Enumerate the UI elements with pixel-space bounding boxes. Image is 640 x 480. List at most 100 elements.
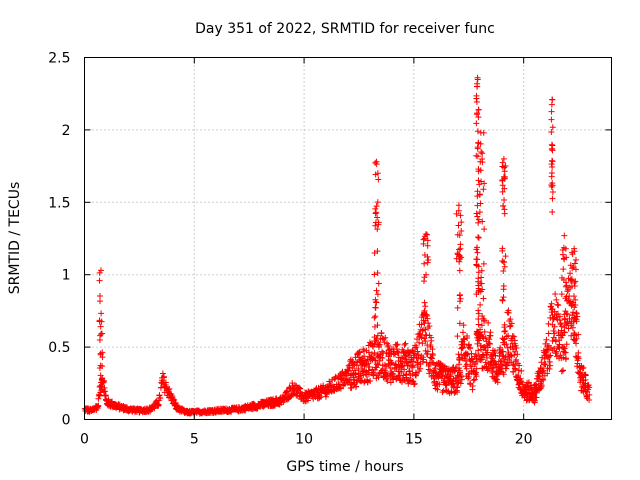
data-point [518, 367, 525, 374]
data-point [458, 228, 465, 235]
data-point [575, 355, 582, 362]
data-point [563, 341, 570, 348]
data-point [501, 263, 508, 270]
data-point [555, 302, 562, 309]
data-point [475, 275, 482, 282]
data-point [473, 98, 480, 105]
data-point [551, 323, 558, 330]
data-point [372, 298, 379, 305]
data-point [456, 291, 463, 298]
data-point [480, 260, 487, 267]
data-point [356, 349, 363, 356]
data-point [382, 334, 389, 341]
data-point [562, 349, 569, 356]
data-point [99, 354, 106, 361]
data-point [428, 337, 435, 344]
data-point [475, 234, 482, 241]
data-point [511, 365, 518, 372]
data-point [371, 314, 378, 321]
data-point [544, 346, 551, 353]
data-point [478, 353, 485, 360]
data-point [421, 335, 428, 342]
data-point [395, 349, 402, 356]
data-point [379, 348, 386, 355]
data-point [576, 370, 583, 377]
data-point [387, 379, 394, 386]
data-point [571, 331, 578, 338]
data-point [361, 353, 368, 360]
data-point [494, 379, 501, 386]
data-point [400, 372, 407, 379]
data-point [481, 318, 488, 325]
data-point [499, 348, 506, 355]
data-point [360, 372, 367, 379]
data-point [393, 376, 400, 383]
data-point [550, 327, 557, 334]
data-point [374, 332, 381, 339]
data-point [556, 317, 563, 324]
data-point [382, 369, 389, 376]
data-point [475, 329, 482, 336]
data-point [561, 232, 568, 239]
data-point [474, 213, 481, 220]
data-point [413, 370, 420, 377]
data-point [96, 392, 103, 399]
data-point [457, 373, 464, 380]
data-point [373, 209, 380, 216]
data-point [371, 349, 378, 356]
data-point [500, 202, 507, 209]
data-point [484, 344, 491, 351]
data-point [356, 348, 363, 355]
data-point [549, 189, 556, 196]
data-point [479, 150, 486, 157]
data-point [572, 302, 579, 309]
data-point [352, 383, 359, 390]
data-point [551, 308, 558, 315]
data-point [499, 257, 506, 264]
data-point [457, 241, 464, 248]
data-point [549, 195, 556, 202]
data-point [508, 352, 515, 359]
data-point [512, 366, 519, 373]
data-point [543, 336, 550, 343]
data-point [456, 232, 463, 239]
data-point [421, 309, 428, 316]
data-point [455, 207, 462, 214]
data-point [473, 261, 480, 268]
data-point [419, 358, 426, 365]
data-point [421, 299, 428, 306]
data-point [586, 391, 593, 398]
data-point [475, 106, 482, 113]
data-point [457, 369, 464, 376]
data-point [473, 152, 480, 159]
data-point [457, 380, 464, 387]
y-tick-label: 2 [62, 123, 71, 139]
data-point [472, 351, 479, 358]
data-point [388, 359, 395, 366]
data-point [572, 256, 579, 263]
data-point [475, 269, 482, 276]
data-point [545, 330, 552, 337]
data-point [467, 345, 474, 352]
data-point [478, 267, 485, 274]
data-point [552, 338, 559, 345]
data-point [474, 128, 481, 135]
data-point [501, 168, 508, 175]
data-point [536, 373, 543, 380]
data-point [455, 202, 462, 209]
data-point [409, 358, 416, 365]
data-point [162, 379, 169, 386]
data-point [478, 274, 485, 281]
data-point [372, 159, 379, 166]
data-point [156, 392, 163, 399]
data-point [500, 294, 507, 301]
data-point [506, 323, 513, 330]
data-point [464, 351, 471, 358]
data-point [510, 333, 517, 340]
data-point [501, 164, 508, 171]
data-point [500, 336, 507, 343]
data-point [372, 205, 379, 212]
data-point [456, 356, 463, 363]
data-point [571, 330, 578, 337]
data-point [374, 291, 381, 298]
